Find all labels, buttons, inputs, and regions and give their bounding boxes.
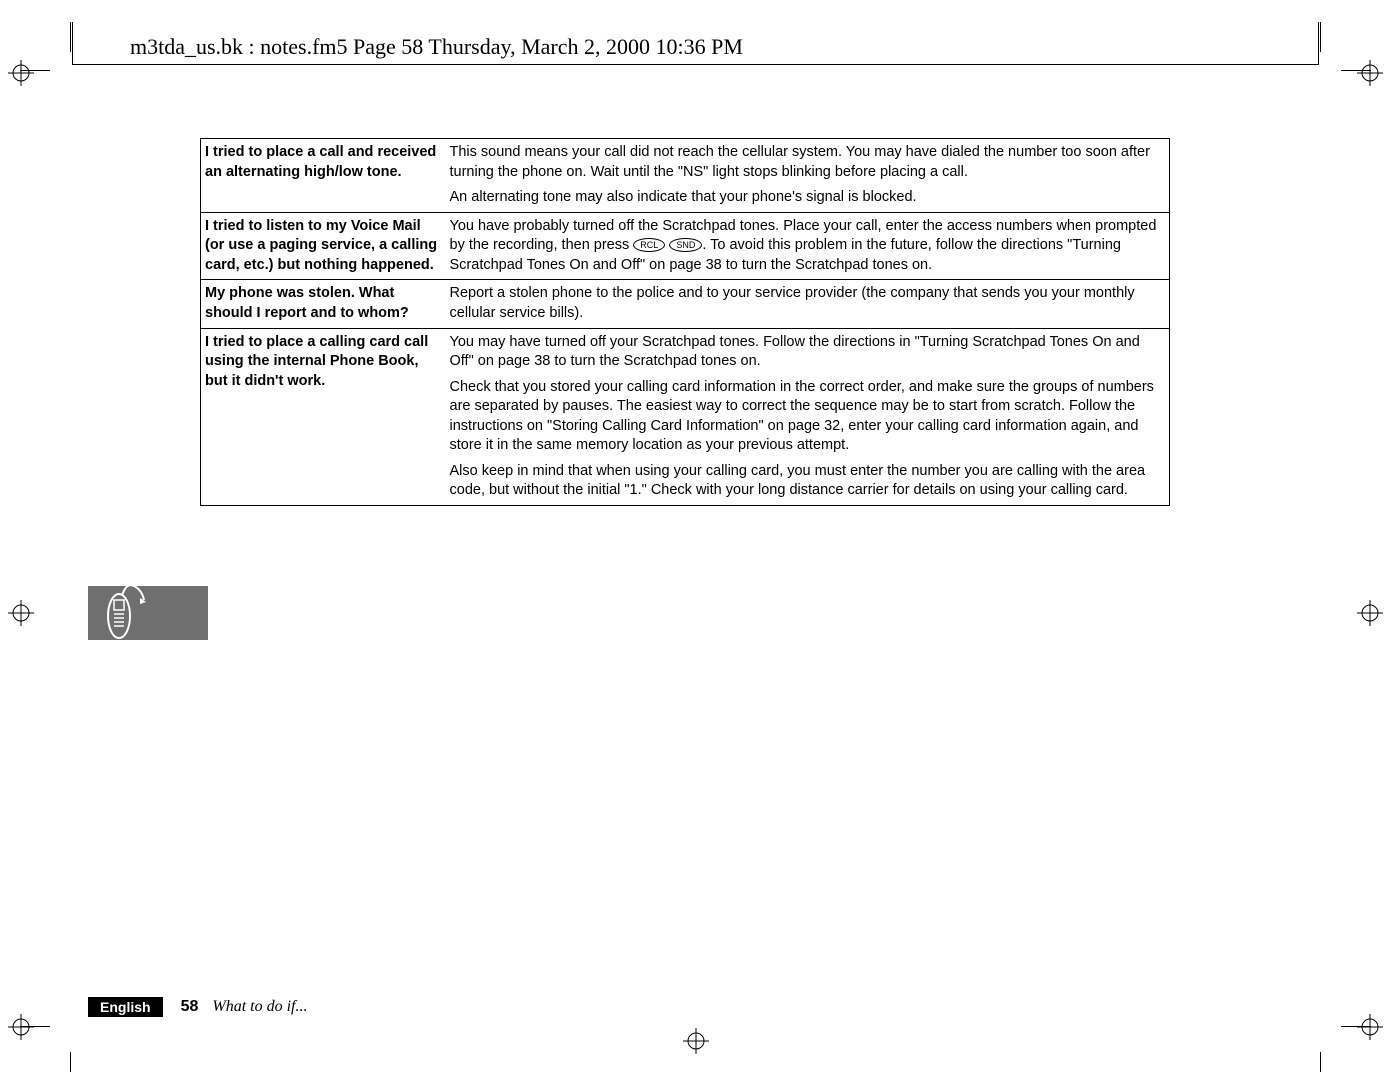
registration-mark-icon: [1357, 60, 1383, 86]
problem-label: I tried to place a calling card call usi…: [201, 328, 446, 506]
registration-mark-icon: [8, 60, 34, 86]
header-rule: [72, 64, 1319, 65]
snd-key-icon: SND: [669, 238, 702, 252]
footer-section-title: What to do if...: [212, 998, 307, 1016]
crop-mark: [1320, 22, 1321, 52]
crop-mark: [70, 22, 71, 52]
solution-text: You have probably turned off the Scratch…: [446, 212, 1170, 280]
troubleshooting-table: I tried to place a call and received an …: [200, 138, 1170, 506]
footer-language: English: [88, 997, 163, 1017]
registration-mark-icon: [1357, 1014, 1383, 1040]
problem-label: My phone was stolen. What should I repor…: [201, 280, 446, 328]
solution-text: This sound means your call did not reach…: [446, 139, 1170, 213]
page-header: m3tda_us.bk : notes.fm5 Page 58 Thursday…: [130, 34, 743, 60]
problem-label: I tried to place a call and received an …: [201, 139, 446, 213]
registration-mark-icon: [8, 600, 34, 626]
solution-text: You may have turned off your Scratchpad …: [446, 328, 1170, 506]
problem-label: I tried to listen to my Voice Mail (or u…: [201, 212, 446, 280]
phone-icon: [104, 572, 146, 640]
page-footer: English 58 What to do if...: [88, 997, 307, 1017]
solution-text: Report a stolen phone to the police and …: [446, 280, 1170, 328]
header-rule-right: [1318, 22, 1319, 64]
rcl-key-icon: RCL: [633, 238, 665, 252]
footer-page-number: 58: [181, 998, 199, 1016]
registration-mark-icon: [1357, 600, 1383, 626]
crop-mark: [70, 1052, 71, 1072]
registration-mark-icon: [683, 1028, 709, 1054]
registration-mark-icon: [8, 1014, 34, 1040]
crop-mark: [1320, 1052, 1321, 1072]
header-rule-left: [72, 22, 73, 64]
